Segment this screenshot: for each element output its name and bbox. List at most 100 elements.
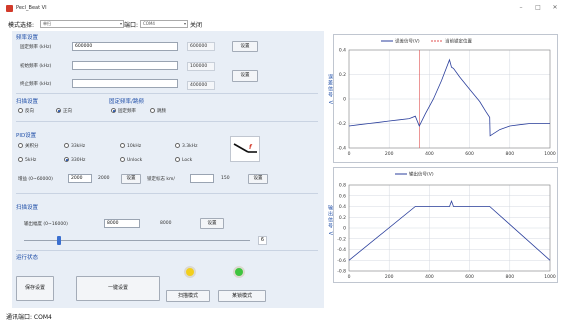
radio-forward-label: 正向 [63, 109, 72, 114]
maximize-button[interactable]: □ [535, 4, 541, 11]
x-tick-label: 200 [385, 274, 394, 280]
start-freq-input[interactable] [72, 61, 178, 70]
stop-freq-label: 终止频率 (kHz) [20, 82, 52, 87]
status-bar [0, 312, 565, 320]
radio-icon [18, 143, 23, 148]
divider [16, 193, 318, 194]
radio-label: 5kHz [25, 158, 37, 163]
x-tick-label: 0 [348, 274, 351, 280]
x-tick-label: 600 [465, 274, 474, 280]
radio-fixed[interactable]: 固定频率 [111, 108, 136, 114]
output-amp-label: 输出幅度 (0~16000) [24, 222, 68, 227]
legend-label: 输出信号(V) [409, 171, 434, 178]
y-tick-label: -0.8 [337, 269, 346, 275]
center-freq-input[interactable]: 600000 [72, 42, 178, 51]
lock-mode-button[interactable]: 某锁模式 [218, 290, 266, 302]
y-tick-label: -0.2 [337, 236, 346, 242]
transfer-function-icon: f [230, 136, 260, 162]
radio-icon [64, 143, 69, 148]
minimize-button[interactable]: – [519, 4, 523, 11]
y-tick-label: -0.4 [337, 247, 346, 253]
run-section-title: 运行状态 [16, 255, 39, 261]
x-tick-label: 400 [425, 151, 434, 157]
radio-icon [64, 157, 69, 162]
radio-forward[interactable]: 正向 [56, 108, 72, 114]
slider-track[interactable] [24, 240, 250, 241]
divider [16, 250, 318, 251]
port-select[interactable]: COM4 ▾ [140, 20, 188, 28]
start-stop-set-button[interactable]: 设置 [232, 70, 258, 82]
x-tick-label: 800 [506, 274, 515, 280]
port-close-button[interactable]: 关闭 [190, 22, 203, 29]
y-tick-label: 0.8 [339, 183, 346, 189]
mode-select[interactable]: 单扫 ▾ [40, 20, 124, 28]
gain-label: 增益 (0~60000) [18, 177, 53, 182]
radio-label: 3.3kHz [182, 144, 198, 149]
pid-section-title: PID设置 [16, 133, 37, 139]
window-title: Pecl_Beat VI [16, 5, 47, 11]
chevron-down-icon: ▾ [119, 21, 122, 26]
start-freq-label: 初始频率 (kHz) [20, 64, 52, 69]
output-signal-chart: 0 200 400 600 800 1000 0.8 0.6 0.4 0.2 0 -0.2 -0.4 -0… [333, 167, 558, 283]
output-amp-input[interactable]: 8000 [104, 219, 140, 228]
radio-icon [175, 157, 180, 162]
radio-pid-r2-0[interactable]: 5kHz [18, 157, 36, 163]
stop-freq-readout: 400000 [187, 81, 215, 90]
status-led-green [233, 266, 245, 278]
divider [16, 93, 318, 94]
legend-label: 当前锁定位置 [445, 38, 472, 45]
radio-pid-r2-3[interactable]: Lock [175, 157, 192, 163]
radio-icon [18, 108, 23, 113]
stop-freq-input[interactable] [72, 79, 178, 88]
port-label: 端口: [124, 22, 139, 29]
radio-label: Lock [182, 158, 193, 163]
center-freq-readout: 600000 [187, 42, 215, 51]
radio-label: 10kHz [127, 144, 142, 149]
center-freq-label: 固定频率 (kHz) [20, 45, 52, 50]
y-tick-label: 0.2 [339, 215, 346, 221]
freq-section-title: 频率设置 [16, 35, 39, 41]
radio-icon [150, 108, 155, 113]
radio-pid-r2-2[interactable]: Unlock [120, 157, 142, 163]
save-settings-button[interactable]: 保存设置 [16, 276, 54, 301]
error-signal-chart: 0 200 400 600 800 1000 0.4 0.2 0 -0.2 -0.4 误差信号(V) 当… [333, 34, 558, 163]
slider-handle[interactable] [57, 236, 61, 245]
radio-icon [18, 157, 23, 162]
mode-label: 模式选择: [8, 22, 35, 29]
radio-hop[interactable]: 跳频 [150, 108, 166, 114]
radio-icon [175, 143, 180, 148]
x-tick-label: 1000 [544, 151, 556, 157]
center-freq-set-button[interactable]: 设置 [232, 41, 258, 52]
chart1-ylabel: 误差信号 V [327, 74, 333, 106]
gain-set-button[interactable]: 设置 [121, 174, 141, 184]
radio-icon [56, 108, 61, 113]
radio-pid-r1-0[interactable]: 关积分 [18, 143, 39, 149]
gain-input[interactable]: 2000 [68, 174, 92, 183]
radio-pid-r1-2[interactable]: 10kHz [120, 143, 141, 149]
x-tick-label: 400 [425, 274, 434, 280]
y-tick-label: 0 [343, 226, 346, 232]
plot-area [348, 184, 551, 272]
y-tick-label: 0.4 [339, 204, 346, 210]
x-tick-label: 1000 [544, 274, 556, 280]
status-led-yellow [184, 266, 196, 278]
radio-pid-r1-3[interactable]: 3.3kHz [175, 143, 198, 149]
x-tick-label: 200 [385, 151, 394, 157]
scan-mode-button[interactable]: 扫描模式 [166, 290, 210, 302]
svg-text:f: f [249, 144, 253, 151]
close-window-button[interactable]: ✕ [552, 4, 558, 11]
legend-label: 误差信号(V) [395, 38, 420, 45]
one-click-set-button[interactable]: 一键设置 [76, 276, 160, 301]
control-panel [12, 31, 324, 308]
app-icon [6, 5, 13, 12]
lock-input[interactable] [190, 174, 214, 183]
fixed-mode-section-title: 固定频率/跳频 [109, 99, 144, 105]
chart2-ylabel: 输出信号 V [327, 205, 333, 237]
radio-pid-r1-1[interactable]: 33kHz [64, 143, 85, 149]
radio-label: Unlock [127, 158, 143, 163]
lock-set-button[interactable]: 设置 [248, 174, 268, 184]
radio-reverse[interactable]: 反向 [18, 108, 34, 114]
output-amp-readout: 8000 [160, 221, 172, 226]
radio-pid-r2-1[interactable]: 330Hz [64, 157, 85, 163]
output-amp-set-button[interactable]: 设置 [200, 218, 224, 229]
